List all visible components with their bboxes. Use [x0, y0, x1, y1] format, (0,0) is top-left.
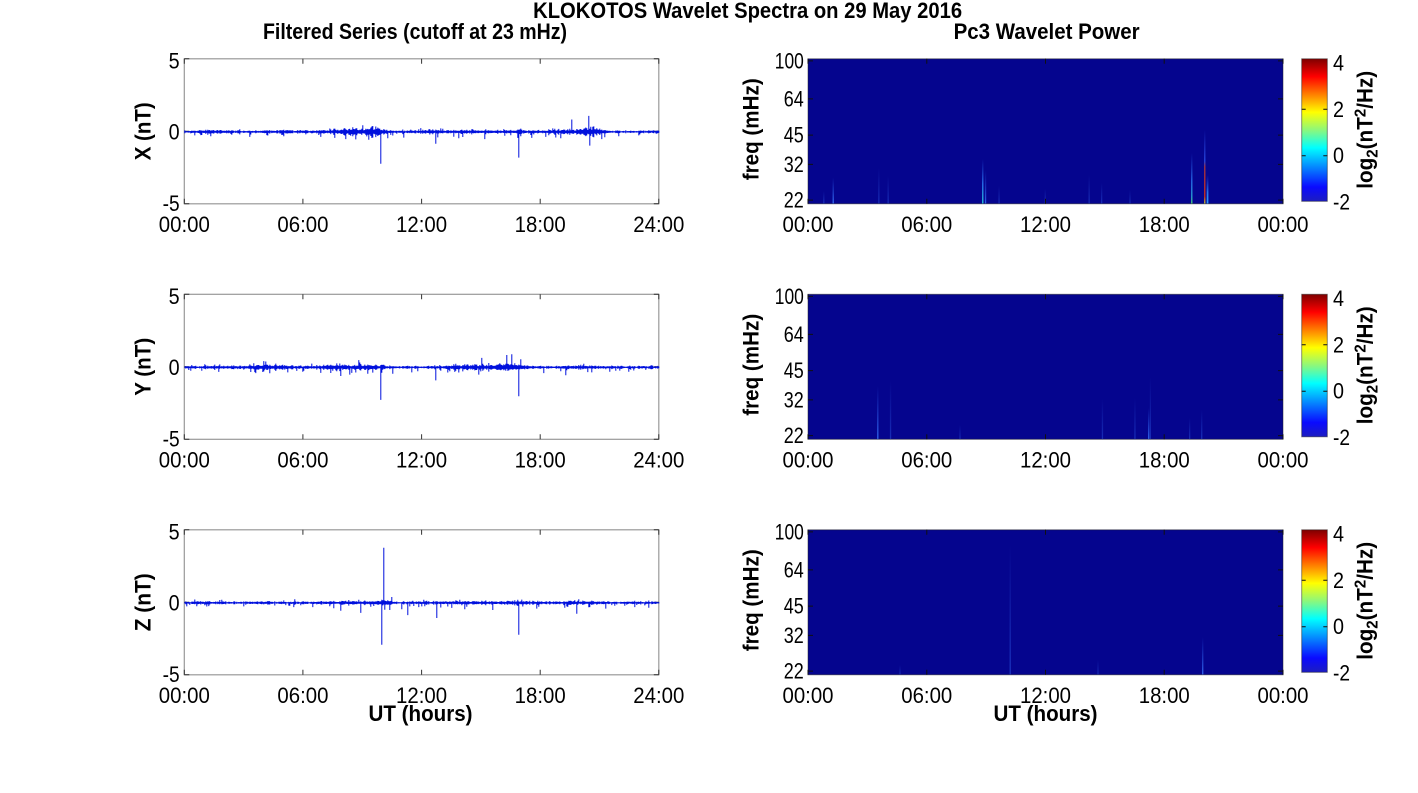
svg-text:Pc3 Wavelet Power: Pc3 Wavelet Power: [954, 19, 1140, 44]
svg-text:4: 4: [1333, 51, 1344, 76]
svg-text:06:00: 06:00: [901, 212, 952, 237]
svg-text:5: 5: [169, 284, 180, 309]
svg-text:Y (nT): Y (nT): [131, 338, 156, 396]
svg-text:24:00: 24:00: [633, 683, 684, 708]
svg-text:64: 64: [784, 322, 804, 347]
svg-text:45: 45: [784, 123, 804, 148]
svg-text:2: 2: [1333, 568, 1344, 593]
svg-text:00:00: 00:00: [783, 447, 834, 472]
svg-text:-2: -2: [1333, 661, 1350, 686]
svg-text:00:00: 00:00: [159, 683, 210, 708]
svg-text:5: 5: [169, 48, 180, 73]
svg-text:-2: -2: [1333, 190, 1350, 215]
svg-text:64: 64: [784, 557, 804, 582]
svg-text:00:00: 00:00: [783, 683, 834, 708]
svg-text:-5: -5: [163, 191, 180, 216]
svg-text:4: 4: [1333, 286, 1344, 311]
svg-text:12:00: 12:00: [396, 447, 447, 472]
svg-text:0: 0: [1333, 614, 1344, 639]
svg-text:18:00: 18:00: [515, 447, 566, 472]
svg-text:00:00: 00:00: [783, 212, 834, 237]
svg-text:45: 45: [784, 358, 804, 383]
svg-text:KLOKOTOS Wavelet Spectra on 29: KLOKOTOS Wavelet Spectra on 29 May 2016: [533, 0, 962, 23]
svg-text:log2(nT2/Hz): log2(nT2/Hz): [1353, 542, 1382, 660]
svg-text:0: 0: [169, 591, 180, 616]
svg-text:18:00: 18:00: [515, 683, 566, 708]
svg-text:freq (mHz): freq (mHz): [739, 549, 764, 651]
svg-text:UT (hours): UT (hours): [369, 701, 473, 726]
svg-text:12:00: 12:00: [396, 683, 447, 708]
svg-text:00:00: 00:00: [159, 212, 210, 237]
svg-text:0: 0: [169, 120, 180, 145]
svg-text:32: 32: [784, 623, 804, 648]
svg-text:Z (nT): Z (nT): [131, 573, 156, 631]
svg-text:32: 32: [784, 152, 804, 177]
svg-text:12:00: 12:00: [1020, 212, 1071, 237]
svg-text:00:00: 00:00: [1258, 212, 1309, 237]
svg-text:UT (hours): UT (hours): [994, 701, 1098, 726]
svg-text:2: 2: [1333, 97, 1344, 122]
svg-text:-2: -2: [1333, 425, 1350, 450]
svg-text:-5: -5: [163, 662, 180, 687]
svg-text:24:00: 24:00: [633, 447, 684, 472]
svg-text:log2(nT2/Hz): log2(nT2/Hz): [1353, 306, 1382, 424]
svg-text:18:00: 18:00: [1139, 683, 1190, 708]
svg-text:4: 4: [1333, 522, 1344, 547]
svg-text:0: 0: [169, 355, 180, 380]
svg-text:22: 22: [784, 188, 804, 213]
svg-text:12:00: 12:00: [396, 212, 447, 237]
svg-text:06:00: 06:00: [901, 683, 952, 708]
svg-text:00:00: 00:00: [1258, 447, 1309, 472]
svg-text:0: 0: [1333, 379, 1344, 404]
svg-text:00:00: 00:00: [159, 447, 210, 472]
svg-text:12:00: 12:00: [1020, 683, 1071, 708]
svg-text:100: 100: [775, 48, 804, 73]
svg-text:18:00: 18:00: [1139, 212, 1190, 237]
svg-text:log2(nT2/Hz): log2(nT2/Hz): [1353, 71, 1382, 189]
svg-text:06:00: 06:00: [277, 212, 328, 237]
svg-text:22: 22: [784, 659, 804, 684]
svg-text:freq (mHz): freq (mHz): [739, 78, 764, 180]
svg-text:2: 2: [1333, 332, 1344, 357]
svg-text:18:00: 18:00: [1139, 447, 1190, 472]
svg-text:45: 45: [784, 594, 804, 619]
svg-text:5: 5: [169, 519, 180, 544]
svg-text:24:00: 24:00: [633, 212, 684, 237]
svg-text:freq (mHz): freq (mHz): [739, 314, 764, 416]
svg-text:Filtered Series (cutoff at 23: Filtered Series (cutoff at 23 mHz): [263, 19, 567, 44]
svg-text:22: 22: [784, 423, 804, 448]
svg-text:100: 100: [775, 519, 804, 544]
svg-text:00:00: 00:00: [1258, 683, 1309, 708]
svg-text:06:00: 06:00: [277, 683, 328, 708]
svg-text:X (nT): X (nT): [131, 102, 156, 160]
svg-text:12:00: 12:00: [1020, 447, 1071, 472]
svg-text:0: 0: [1333, 143, 1344, 168]
svg-text:06:00: 06:00: [901, 447, 952, 472]
svg-text:18:00: 18:00: [515, 212, 566, 237]
svg-text:64: 64: [784, 86, 804, 111]
svg-text:32: 32: [784, 387, 804, 412]
svg-text:100: 100: [775, 284, 804, 309]
svg-text:06:00: 06:00: [277, 447, 328, 472]
svg-text:-5: -5: [163, 427, 180, 452]
